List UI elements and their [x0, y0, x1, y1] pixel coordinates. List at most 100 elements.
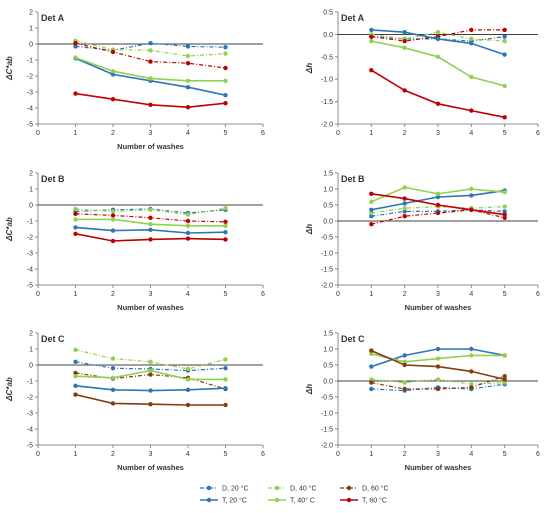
data-point [185, 85, 191, 90]
data-point [73, 225, 78, 230]
data-point [469, 353, 474, 358]
data-point [73, 370, 78, 376]
y-tick-label: -1.5 [321, 427, 333, 434]
legend: D, 20 °C D, 40 °C D, 60 °C T, 20 °C T, 40° C… [200, 485, 389, 505]
x-tick-label: 6 [261, 451, 265, 458]
legend-item: D, 60 °C [340, 485, 389, 493]
y-axis-label: Δh [305, 384, 314, 395]
series-line [371, 209, 505, 217]
series-4 [73, 225, 228, 236]
data-point [110, 375, 116, 380]
series-2 [73, 347, 228, 372]
data-point [435, 191, 441, 196]
series-5 [369, 38, 507, 89]
data-point [185, 44, 191, 49]
x-tick-label: 4 [186, 451, 190, 458]
legend-item: D, 40 °C [268, 485, 317, 493]
data-point [110, 387, 116, 392]
data-point [369, 27, 374, 33]
y-tick-label: 0.5 [323, 10, 333, 17]
data-point [469, 41, 474, 46]
data-point [369, 34, 374, 39]
data-point [185, 236, 191, 241]
x-tick-label: 1 [369, 291, 373, 298]
legend-item: T, 40° C [268, 497, 315, 505]
data-point [435, 210, 441, 216]
data-point [402, 38, 407, 44]
y-tick-label: 2 [29, 331, 33, 338]
y-tick-label: 0.0 [323, 379, 333, 386]
x-axis-label: Number of washes [117, 463, 184, 472]
legend-label: D, 40 °C [290, 485, 317, 493]
data-point [110, 97, 116, 102]
x-tick-label: 5 [503, 451, 507, 458]
x-tick-label: 5 [224, 291, 228, 298]
data-point [502, 38, 507, 44]
x-tick-label: 4 [469, 291, 473, 298]
data-point [469, 346, 474, 352]
data-point [110, 228, 116, 233]
data-point [223, 223, 228, 228]
data-point [73, 44, 78, 49]
series-6 [73, 91, 228, 110]
data-point [502, 353, 507, 358]
data-point [223, 206, 228, 211]
series-line [75, 349, 226, 370]
data-point [369, 386, 374, 392]
x-tick-label: 0 [336, 130, 340, 137]
series-4 [73, 383, 228, 393]
data-point [110, 72, 116, 77]
data-point [402, 362, 407, 368]
y-tick-label: -1.5 [321, 99, 333, 106]
y-tick-label: 0 [29, 42, 33, 49]
data-point [402, 196, 407, 201]
data-point [185, 230, 191, 236]
y-tick-label: -2.0 [321, 443, 333, 450]
series-6 [73, 231, 228, 244]
y-tick-label: 1 [29, 26, 33, 33]
data-point [469, 108, 474, 113]
series-line [75, 42, 226, 69]
series-4 [369, 27, 507, 57]
data-point [402, 29, 407, 35]
y-tick-label: -1.0 [321, 77, 333, 84]
data-point [435, 101, 441, 107]
panel-title: Det B [341, 174, 365, 184]
y-tick-label: -5 [27, 283, 33, 290]
x-tick-label: 3 [149, 130, 153, 137]
data-point [185, 61, 191, 66]
y-axis-label: Δh [305, 224, 314, 235]
legend-item: T, 20 °C [200, 497, 247, 505]
y-tick-label: -1 [27, 379, 33, 386]
data-point [185, 387, 191, 392]
x-tick-label: 4 [469, 451, 473, 458]
y-tick-label: -3 [27, 90, 33, 97]
series-6 [369, 68, 507, 120]
x-tick-label: 6 [536, 130, 540, 137]
data-point [110, 366, 116, 371]
x-tick-label: 3 [149, 451, 153, 458]
data-point [223, 65, 228, 71]
legend-item: T, 60 °C [340, 497, 387, 505]
data-point [223, 377, 228, 382]
x-tick-label: 3 [436, 451, 440, 458]
x-tick-label: 0 [36, 291, 40, 298]
y-tick-label: -3 [27, 411, 33, 418]
x-tick-label: 3 [436, 291, 440, 298]
data-point [223, 357, 228, 362]
data-point [185, 105, 191, 110]
y-tick-label: -1.0 [321, 411, 333, 418]
data-point [110, 69, 116, 74]
data-point [435, 377, 441, 382]
data-point [148, 388, 153, 393]
x-tick-label: 0 [336, 451, 340, 458]
series-5 [73, 55, 228, 84]
data-point [469, 369, 474, 374]
data-point [502, 115, 507, 120]
y-tick-label: -2.0 [321, 283, 333, 290]
y-tick-label: 0.0 [323, 219, 333, 226]
data-point [502, 83, 507, 89]
panel-4: 1.5 1.0 0.5 0.0 -0.5 -1.0 -1.5 -2.00 1 2 3 4 5 6 Det B… [305, 171, 540, 313]
x-tick-label: 6 [536, 291, 540, 298]
